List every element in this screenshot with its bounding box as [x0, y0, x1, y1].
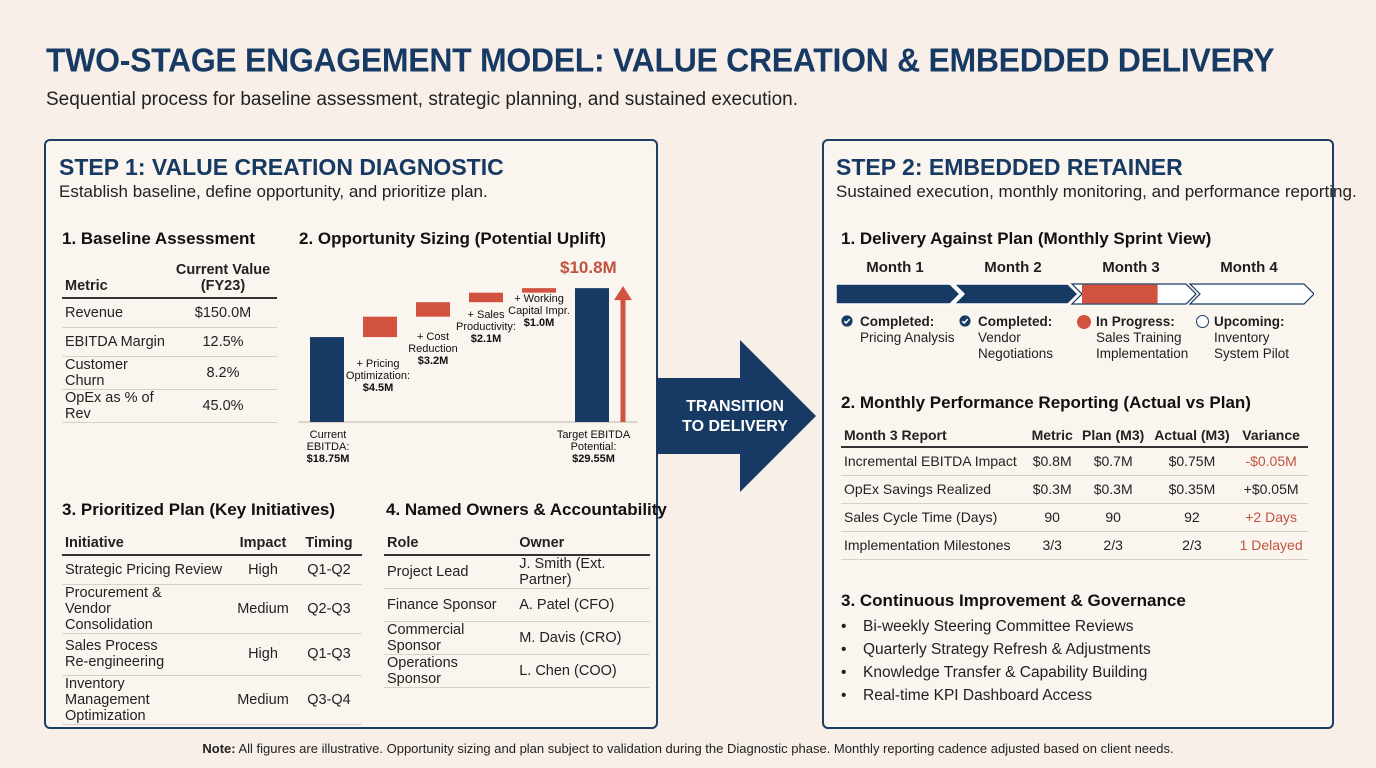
col-role: Role — [384, 533, 517, 556]
sprint-segment-1 — [836, 283, 962, 305]
col-metric: Metric — [62, 260, 170, 299]
in-progress-icon — [1077, 315, 1091, 329]
table-row: Implementation Milestones 3/3 2/3 2/3 1 Dela… — [841, 531, 1308, 560]
baseline-table: Metric Current Value (FY23) Revenue $150.… — [62, 260, 277, 423]
col-impact: Impact — [230, 533, 297, 556]
col-current-value: Current Value (FY23) — [170, 260, 277, 299]
owners-heading: 4. Named Owners & Accountability — [386, 500, 667, 519]
month-2-label: Month 2 — [984, 259, 1042, 276]
table-row: Strategic Pricing Review High Q1-Q2 — [62, 555, 362, 585]
list-item: Real-time KPI Dashboard Access — [838, 687, 1151, 710]
month-1-label: Month 1 — [866, 259, 924, 276]
table-row: Revenue $150.0M — [62, 298, 277, 328]
table-row: OpEx as % of Rev 45.0% — [62, 389, 277, 423]
waterfall-bar — [416, 302, 450, 317]
baseline-heading: 1. Baseline Assessment — [62, 229, 256, 248]
plan-table: Initiative Impact Timing Strategic Prici… — [62, 533, 362, 725]
table-row: Sales Cycle Time (Days) 90 90 92 +2 Days — [841, 503, 1308, 532]
footnote: Note: All figures are illustrative. Oppo… — [202, 741, 1174, 756]
page-title: TWO-STAGE ENGAGEMENT MODEL: VALUE CREATI… — [46, 41, 1275, 79]
step1-subtitle: Establish baseline, define opportunity, … — [59, 182, 488, 201]
check-icon — [959, 315, 971, 327]
waterfall-bar — [469, 292, 503, 303]
governance-heading: 3. Continuous Improvement & Governance — [841, 591, 1186, 610]
table-row: Procurement & Vendor Consolidation Medium… — [62, 584, 362, 634]
table-row: Incremental EBITDA Impact $0.8M $0.7M $0.75… — [841, 447, 1308, 476]
upcoming-icon — [1196, 315, 1209, 328]
sprint-segment-2 — [952, 283, 1080, 305]
col-report: Month 3 Report — [841, 425, 1028, 448]
delivery-heading: 1. Delivery Against Plan (Monthly Sprint… — [841, 229, 1212, 248]
col-variance: Variance — [1235, 425, 1308, 448]
col-plan: Plan (M3) — [1077, 425, 1150, 448]
list-item: Bi-weekly Steering Committee Reviews — [838, 618, 1151, 641]
col-timing: Timing — [297, 533, 362, 556]
label-cost: + Cost Reduction $3.2M — [408, 331, 458, 367]
table-row: Customer Churn 8.2% — [62, 356, 277, 390]
label-target-ebitda: Target EBITDA Potential: $29.55M — [556, 429, 631, 465]
plan-heading: 3. Prioritized Plan (Key Initiatives) — [62, 500, 336, 519]
uplift-arrowhead — [614, 286, 632, 301]
table-row: Project Lead J. Smith (Ext. Partner) — [384, 555, 650, 589]
table-row: Operations Sponsor L. Chen (COO) — [384, 654, 650, 688]
col-metric: Metric — [1027, 425, 1078, 448]
waterfall-chart — [298, 286, 638, 423]
transition-arrow — [656, 340, 816, 492]
step1-title: STEP 1: VALUE CREATION DIAGNOSTIC — [59, 154, 504, 180]
label-sales: + Sales Productivity: $2.1M — [456, 309, 516, 345]
sprint-segment-4 — [1188, 283, 1314, 305]
waterfall-bar — [363, 316, 397, 338]
col-owner: Owner — [516, 533, 650, 556]
status-month-2: Completed: Vendor Negotiations — [978, 314, 1054, 361]
step2-subtitle: Sustained execution, monthly monitoring,… — [836, 182, 1357, 201]
page-subtitle: Sequential process for baseline assessme… — [46, 89, 799, 110]
table-row: Inventory Management Optimization Medium Q… — [62, 675, 362, 725]
label-current-ebitda: Current EBITDA: $18.75M — [306, 429, 350, 465]
month-3-label: Month 3 — [1102, 259, 1160, 276]
waterfall-bar — [310, 337, 344, 422]
table-row: Finance Sponsor A. Patel (CFO) — [384, 588, 650, 622]
table-row: OpEx Savings Realized $0.3M $0.3M $0.35M +$0… — [841, 475, 1308, 504]
col-initiative: Initiative — [62, 533, 230, 556]
step2-title: STEP 2: EMBEDDED RETAINER — [836, 154, 1183, 180]
opportunity-heading: 2. Opportunity Sizing (Potential Uplift) — [299, 229, 606, 248]
uplift-total-label: $10.8M — [560, 258, 617, 277]
reporting-heading: 2. Monthly Performance Reporting (Actual… — [841, 393, 1251, 412]
month-4-label: Month 4 — [1220, 259, 1278, 276]
table-row: Commercial Sponsor M. Davis (CRO) — [384, 621, 650, 655]
waterfall-bar — [522, 288, 556, 293]
table-row: Sales Process Re-engineering High Q1-Q3 — [62, 633, 362, 676]
list-item: Knowledge Transfer & Capability Building — [838, 664, 1151, 687]
label-pricing: + Pricing Optimization: $4.5M — [345, 358, 411, 394]
check-icon — [841, 315, 853, 327]
col-actual: Actual (M3) — [1149, 425, 1236, 448]
status-month-4: Upcoming: Inventory System Pilot — [1214, 314, 1290, 361]
governance-list: Bi-weekly Steering Committee Reviews Qua… — [838, 618, 1151, 710]
owners-table: Role Owner Project Lead J. Smith (Ext. Pa… — [384, 533, 650, 688]
label-working-capital: + Working Capital Impr. $1.0M — [508, 293, 570, 329]
table-row: EBITDA Margin 12.5% — [62, 327, 277, 357]
transition-label: TRANSITION TO DELIVERY — [682, 398, 788, 435]
list-item: Quarterly Strategy Refresh & Adjustments — [838, 641, 1151, 664]
status-month-3: In Progress: Sales Training Implementatio… — [1096, 314, 1189, 361]
sprint-timeline — [836, 283, 1314, 305]
waterfall-bar — [575, 288, 609, 422]
status-month-1: Completed: Pricing Analysis — [860, 314, 955, 345]
reporting-table: Month 3 Report Metric Plan (M3) Actual (… — [841, 425, 1308, 560]
sprint-progress-fill — [1082, 284, 1158, 304]
